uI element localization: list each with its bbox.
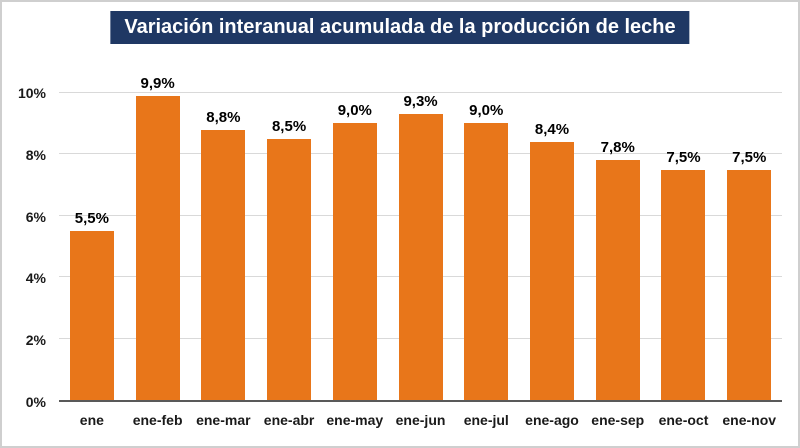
bar-slot: 7,5% bbox=[651, 62, 717, 400]
bar-value-label: 5,5% bbox=[74, 210, 109, 227]
bar bbox=[661, 169, 706, 400]
bar bbox=[595, 160, 640, 400]
bar bbox=[69, 231, 114, 400]
bar-value-label: 8,4% bbox=[534, 120, 570, 138]
y-tick-label: 4% bbox=[25, 270, 46, 287]
bar-slot: 5,5% bbox=[59, 62, 125, 400]
x-tick-label: ene-sep bbox=[591, 412, 645, 428]
bar-slot: 9,9% bbox=[125, 62, 191, 400]
bar bbox=[201, 129, 246, 400]
bar-slot: 8,4% bbox=[519, 62, 585, 400]
bar bbox=[332, 123, 377, 400]
plot-area: 5,5% 9,9% 8,8% 8,5% 9,0% 9,3% 9,0% 8,4% 7,8% 7,5%… bbox=[59, 62, 782, 402]
bar bbox=[267, 138, 312, 400]
bar-slot: 7,8% bbox=[585, 62, 651, 400]
x-tick-label: ene-mar bbox=[196, 412, 251, 428]
x-tick-label: ene-may bbox=[326, 412, 384, 428]
bar bbox=[529, 141, 575, 400]
bar bbox=[398, 114, 443, 400]
bar-value-label: 8,5% bbox=[271, 117, 307, 135]
x-tick-label: ene-ago bbox=[525, 412, 579, 428]
bar-value-label: 9,0% bbox=[337, 102, 372, 120]
y-tick-label: 8% bbox=[25, 146, 46, 163]
x-tick-label: ene-abr bbox=[263, 412, 315, 428]
y-tick-label: 10% bbox=[17, 84, 46, 101]
x-axis: ene ene-feb ene-mar ene-abr ene-may ene-jun en… bbox=[59, 412, 782, 438]
gridline bbox=[59, 91, 782, 93]
x-tick-label: ene-jul bbox=[463, 412, 509, 428]
chart-title: Variación interanual acumulada de la pro… bbox=[110, 11, 690, 44]
bar-slot: 7,5% bbox=[716, 62, 782, 400]
bar-value-label: 8,8% bbox=[206, 108, 241, 126]
bar bbox=[727, 169, 772, 400]
bar-slot: 8,5% bbox=[256, 62, 322, 400]
x-tick-label: ene-jun bbox=[395, 412, 446, 428]
bar-slot: 9,0% bbox=[322, 62, 388, 400]
x-tick-label: ene-feb bbox=[132, 412, 183, 428]
x-tick-label: ene bbox=[79, 412, 104, 428]
x-tick-label: ene-nov bbox=[722, 412, 777, 428]
bar bbox=[135, 95, 180, 400]
y-tick-label: 0% bbox=[25, 394, 46, 410]
bar-value-label: 7,8% bbox=[600, 139, 635, 157]
bar-value-label: 9,0% bbox=[469, 102, 504, 120]
bar-value-label: 7,5% bbox=[666, 148, 701, 166]
bar-value-label: 9,3% bbox=[403, 93, 438, 111]
bar-value-label: 7,5% bbox=[732, 148, 767, 166]
y-tick-label: 6% bbox=[25, 208, 46, 225]
bar-slot: 9,3% bbox=[388, 62, 454, 400]
bar bbox=[464, 123, 509, 400]
bar-slot: 8,8% bbox=[190, 62, 256, 400]
bar-value-label: 9,9% bbox=[140, 74, 175, 92]
bar-slot: 9,0% bbox=[453, 62, 519, 400]
y-axis: 0% 2% 4% 6% 8% 10% bbox=[2, 62, 54, 410]
y-tick-label: 2% bbox=[25, 332, 46, 349]
x-tick-label: ene-oct bbox=[658, 412, 709, 428]
